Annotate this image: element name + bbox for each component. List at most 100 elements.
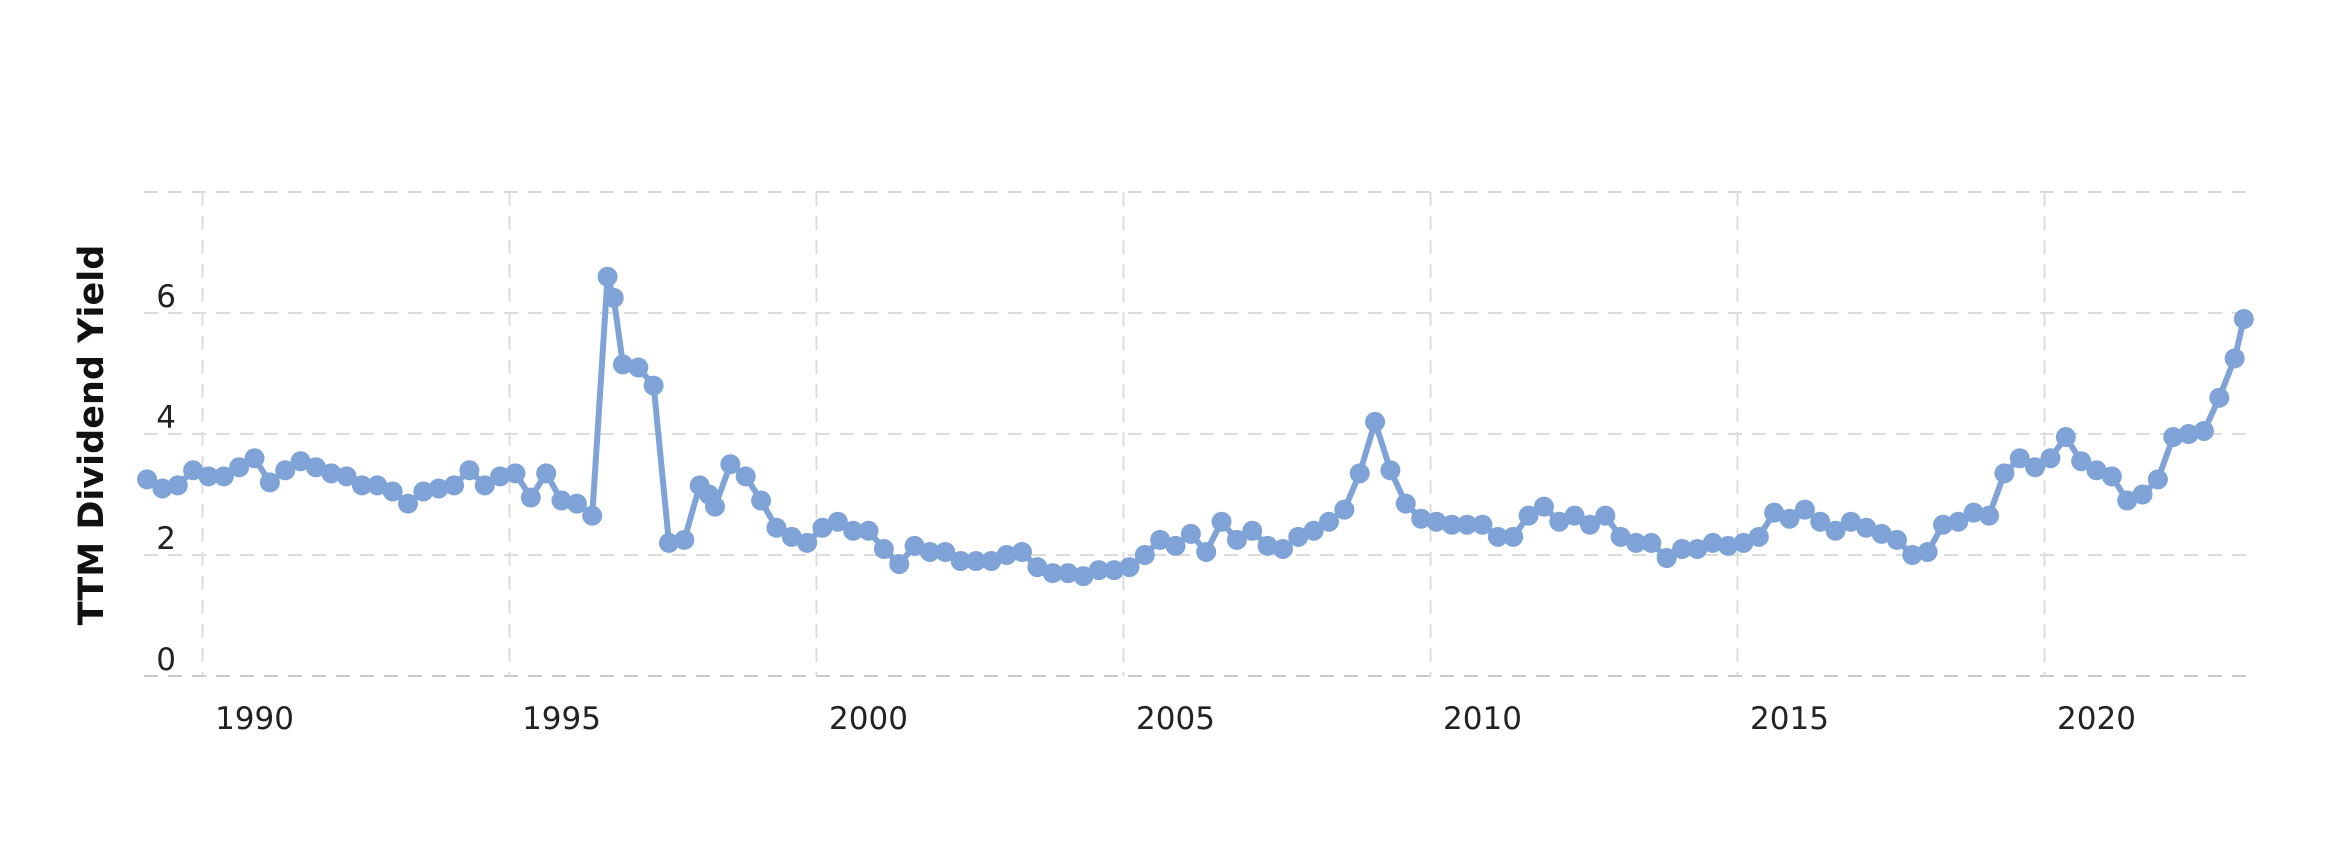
data-point bbox=[889, 554, 910, 575]
data-point bbox=[213, 466, 234, 487]
data-point bbox=[1042, 563, 1063, 584]
data-point bbox=[351, 475, 372, 496]
data-point bbox=[935, 541, 956, 562]
data-point bbox=[152, 478, 173, 499]
data-point bbox=[1196, 541, 1217, 562]
data-point bbox=[1119, 557, 1140, 578]
data-point bbox=[183, 460, 204, 481]
y-tick-label: 4 bbox=[156, 400, 176, 436]
data-point bbox=[981, 551, 1002, 572]
data-point bbox=[1242, 520, 1263, 541]
data-point bbox=[1319, 511, 1340, 532]
data-point bbox=[1733, 532, 1754, 553]
data-point bbox=[1380, 460, 1401, 481]
data-point bbox=[1303, 520, 1324, 541]
data-point bbox=[505, 463, 526, 484]
data-point bbox=[1165, 535, 1186, 556]
data-point bbox=[551, 490, 572, 511]
data-point bbox=[2193, 420, 2214, 441]
data-point bbox=[1457, 514, 1478, 535]
data-point bbox=[1825, 520, 1846, 541]
data-point bbox=[781, 526, 802, 547]
x-tick-label: 2000 bbox=[829, 701, 908, 737]
data-point bbox=[1656, 548, 1677, 569]
data-point bbox=[336, 466, 357, 487]
x-tick-label: 2015 bbox=[1750, 701, 1829, 737]
data-point bbox=[1902, 545, 1923, 565]
data-point bbox=[1226, 529, 1247, 550]
data-point bbox=[398, 493, 419, 514]
grid-layer bbox=[144, 191, 2250, 677]
data-point bbox=[1058, 563, 1079, 584]
data-point bbox=[2086, 460, 2107, 481]
x-tick-label: 1990 bbox=[215, 701, 294, 737]
data-point bbox=[2117, 490, 2138, 511]
data-point bbox=[827, 511, 848, 532]
data-point bbox=[444, 475, 465, 496]
data-point bbox=[1487, 526, 1508, 547]
data-point bbox=[1917, 541, 1938, 562]
data-point bbox=[1641, 532, 1662, 553]
data-point bbox=[1073, 566, 1094, 587]
data-point bbox=[1334, 499, 1355, 520]
data-point bbox=[603, 287, 624, 308]
data-point bbox=[1257, 535, 1278, 556]
data-point bbox=[612, 354, 633, 375]
data-point bbox=[996, 545, 1017, 565]
data-point bbox=[198, 466, 219, 487]
data-point bbox=[1994, 463, 2015, 484]
data-point bbox=[628, 357, 649, 378]
data-point bbox=[2040, 448, 2061, 469]
data-point bbox=[812, 517, 833, 538]
data-point bbox=[2163, 427, 2184, 448]
data-point bbox=[1272, 538, 1293, 559]
y-tick-label: 0 bbox=[156, 642, 176, 678]
data-point bbox=[643, 375, 664, 396]
data-point bbox=[1779, 508, 1800, 529]
data-point bbox=[1702, 532, 1723, 553]
data-point bbox=[1472, 514, 1493, 535]
data-point bbox=[1718, 535, 1739, 556]
data-point bbox=[2025, 457, 2046, 478]
data-point bbox=[1134, 545, 1155, 565]
data-point bbox=[1610, 526, 1631, 547]
data-point bbox=[1979, 505, 2000, 526]
data-point bbox=[2233, 309, 2254, 330]
data-point bbox=[1948, 511, 1969, 532]
data-point bbox=[1349, 463, 1370, 484]
data-point bbox=[536, 463, 557, 484]
data-point bbox=[305, 457, 326, 478]
data-point bbox=[259, 472, 280, 493]
data-point bbox=[1810, 511, 1831, 532]
data-point bbox=[1564, 505, 1585, 526]
data-point bbox=[904, 535, 925, 556]
data-point bbox=[1180, 523, 1201, 544]
data-point bbox=[1549, 511, 1570, 532]
data-point bbox=[244, 448, 265, 469]
data-point bbox=[1886, 529, 1907, 550]
data-point bbox=[2132, 484, 2153, 505]
data-point bbox=[321, 463, 342, 484]
data-point bbox=[2147, 469, 2168, 490]
data-point bbox=[1856, 517, 1877, 538]
data-point bbox=[950, 551, 971, 572]
data-point bbox=[1518, 505, 1539, 526]
data-point bbox=[751, 490, 772, 511]
data-point bbox=[873, 538, 894, 559]
data-point bbox=[428, 478, 449, 499]
data-point bbox=[1088, 560, 1109, 581]
data-point bbox=[735, 466, 756, 487]
data-point bbox=[1748, 526, 1769, 547]
x-tick-label: 2020 bbox=[2057, 701, 2136, 737]
data-point bbox=[1672, 538, 1693, 559]
data-point bbox=[1933, 514, 1954, 535]
data-point bbox=[1426, 511, 1447, 532]
data-point bbox=[275, 460, 296, 481]
data-point bbox=[1840, 511, 1861, 532]
data-point bbox=[1411, 508, 1432, 529]
data-point bbox=[674, 529, 695, 550]
data-point bbox=[1871, 523, 1892, 544]
data-point bbox=[1595, 505, 1616, 526]
data-point bbox=[1395, 493, 1416, 514]
